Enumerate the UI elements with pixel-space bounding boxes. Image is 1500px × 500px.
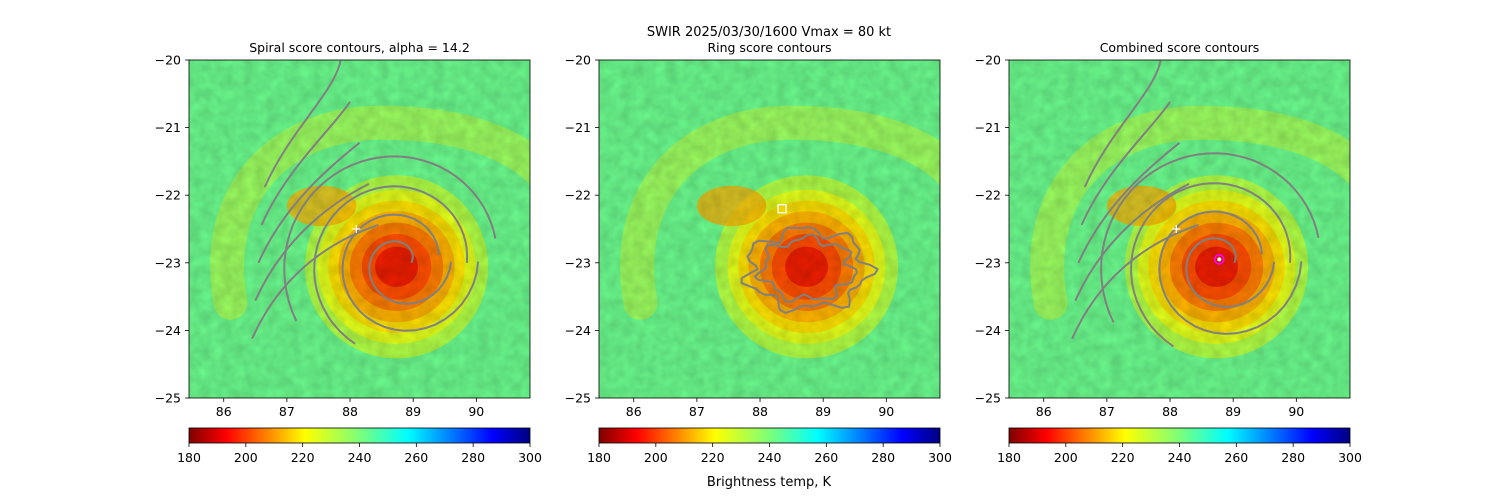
colorbar-tick-label: 180 [997,450,1021,465]
colorbar-tick-label: 220 [1111,450,1135,465]
y-tick-label: −23 [565,255,591,270]
x-tick-label: 88 [752,404,768,419]
x-tick-label: 89 [405,404,421,419]
y-tick-label: −25 [975,391,1001,406]
panel-3: Combined score contours 86 87 88 89 90 −20 −21 −… [975,40,1362,465]
y-tick-label: −20 [155,53,181,68]
contour-line [283,155,497,322]
contour-line [257,142,361,264]
colorbar-tick-label: 240 [348,450,372,465]
contour-line [753,233,858,303]
first-guess-marker [352,225,361,233]
colorbar [598,427,941,444]
colorbar-tick-label: 300 [928,450,952,465]
y-tick-label: −21 [565,120,591,135]
colorbar-tick-label: 240 [758,450,782,465]
x-tick-label: 86 [626,404,642,419]
contour-line [1074,182,1190,302]
contour-line [313,185,469,345]
y-tick-label: −22 [155,188,181,203]
x-tick-label: 90 [878,404,894,419]
figure-suptitle: SWIR 2025/03/30/1600 Vmax = 80 kt [647,25,891,40]
y-tick-label: −25 [565,391,591,406]
contour-line [1158,210,1303,335]
colorbar-tick-label: 180 [587,450,611,465]
colorbar-tick-label: 300 [1338,450,1362,465]
ring-center-marker [777,204,787,214]
y-tick-label: −24 [565,323,591,338]
x-tick-label: 86 [1036,404,1052,419]
colorbar [1008,427,1351,444]
colorbar-tick-label: 240 [1168,450,1192,465]
y-tick-label: −24 [155,323,181,338]
contour-line [1071,223,1199,339]
colorbar-tick-label: 220 [701,450,725,465]
contour-line [263,60,342,188]
colorbar-tick-label: 300 [518,450,542,465]
y-tick-label: −24 [975,323,1001,338]
first-guess-marker [1172,225,1181,233]
colorbar-tick-label: 260 [404,450,428,465]
combined-center-marker [1213,254,1225,265]
score-contours [740,226,879,314]
x-tick-label: 87 [1099,404,1115,419]
colorbar-tick-label: 280 [871,450,895,465]
y-tick-label: −20 [565,53,591,68]
contour-line [254,182,370,302]
x-tick-label: 89 [1225,404,1241,419]
panel-title: Ring score contours [707,40,831,55]
x-tick-label: 90 [468,404,484,419]
contour-line [341,213,480,332]
panel-title: Combined score contours [1100,40,1260,55]
y-tick-label: −22 [975,188,1001,203]
colorbar-tick-label: 260 [814,450,838,465]
brightness-image [599,60,940,398]
y-tick-label: −20 [975,53,1001,68]
axes-frame [1008,59,1351,399]
y-tick-label: −21 [155,120,181,135]
y-tick-label: −22 [565,188,591,203]
contour-line [740,226,879,314]
axes-frame [188,59,531,399]
contour-line [1083,60,1162,188]
contour-line [1185,237,1276,308]
x-tick-label: 86 [216,404,232,419]
panel-2: Ring score contours 86 87 88 89 90 −20 −21 −22 −2… [565,40,952,465]
y-tick-label: −21 [975,120,1001,135]
contour-line [1077,142,1181,264]
colorbar-tick-label: 280 [1281,450,1305,465]
panel-title: Spiral score contours, alpha = 14.2 [249,40,470,55]
x-tick-label: 89 [815,404,831,419]
contour-line [1130,182,1292,348]
colorbar-tick-label: 200 [1054,450,1078,465]
y-tick-label: −23 [975,255,1001,270]
colorbar-tick-label: 260 [1224,450,1248,465]
colorbar-label: Brightness temp, K [707,475,832,490]
y-tick-label: −25 [155,391,181,406]
colorbar-tick-label: 220 [291,450,315,465]
axes-frame [598,59,941,399]
contour-line [251,223,379,339]
colorbar-tick-label: 280 [461,450,485,465]
x-tick-label: 87 [279,404,295,419]
colorbar-tick-label: 200 [644,450,668,465]
contour-line [1080,101,1171,226]
contour-line [368,240,453,305]
colorbar-tick-label: 200 [234,450,258,465]
x-tick-label: 88 [1162,404,1178,419]
x-tick-label: 87 [689,404,705,419]
brightness-image [189,60,530,398]
colorbar [188,427,531,444]
score-contours [251,60,497,345]
colorbar-tick-label: 180 [177,450,201,465]
x-tick-label: 90 [1288,404,1304,419]
score-contours [1071,60,1320,348]
panel-1: Spiral score contours, alpha = 14.2 86 87 8… [155,40,542,465]
contour-line [260,101,351,226]
x-tick-label: 88 [342,404,358,419]
y-tick-label: −23 [155,255,181,270]
combined-center-dot [1217,257,1222,262]
